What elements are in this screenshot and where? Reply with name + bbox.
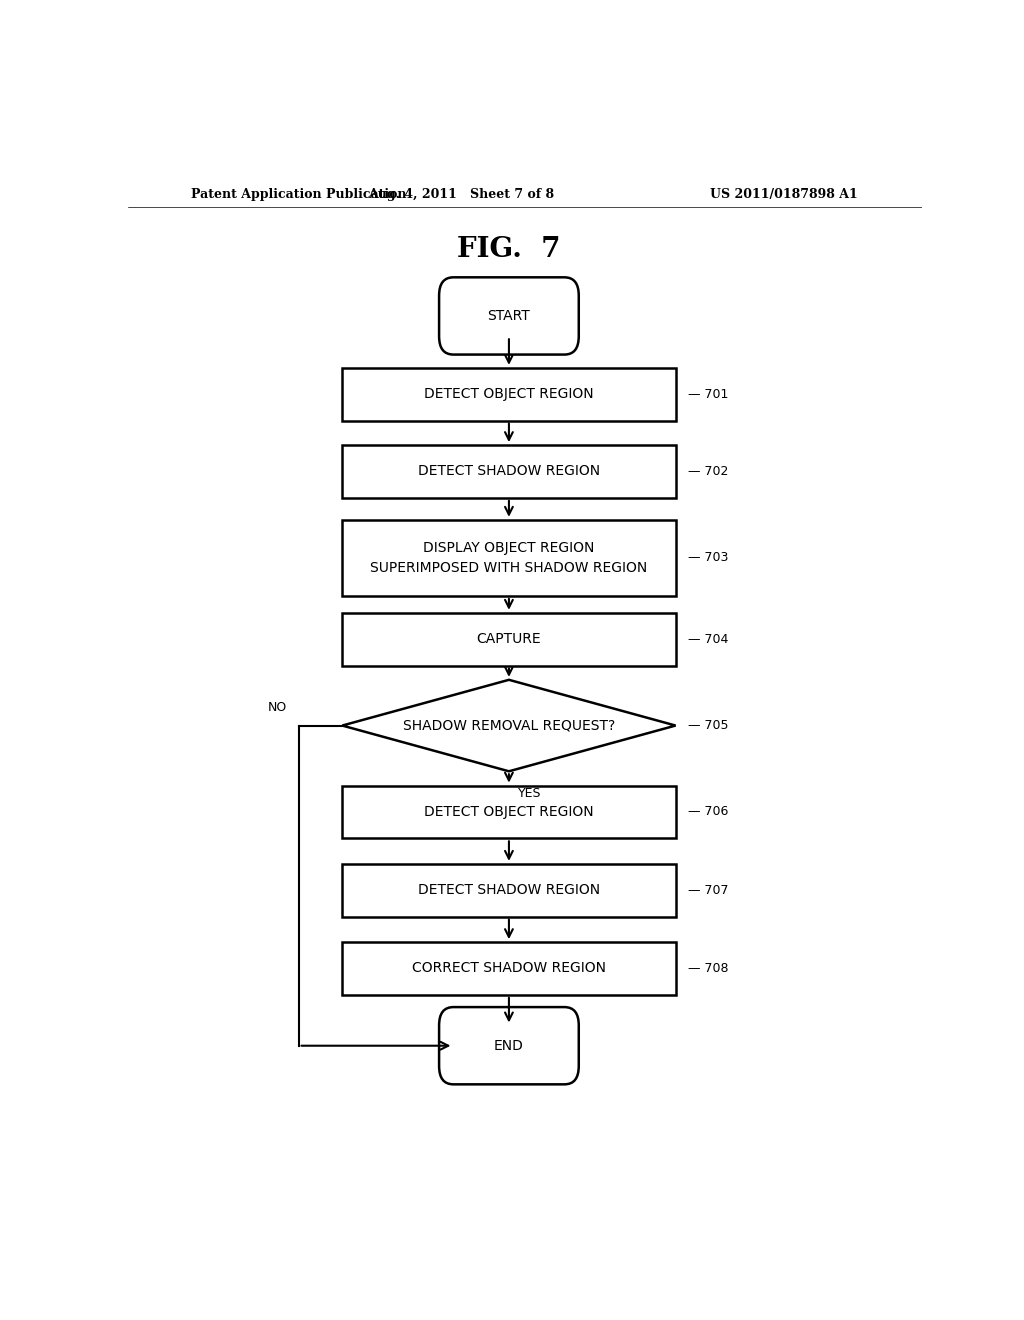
Text: — 707: — 707 [688,883,729,896]
FancyBboxPatch shape [342,942,676,995]
FancyBboxPatch shape [342,612,676,665]
Text: Aug. 4, 2011   Sheet 7 of 8: Aug. 4, 2011 Sheet 7 of 8 [369,189,554,202]
FancyBboxPatch shape [342,368,676,421]
Text: — 704: — 704 [688,632,729,645]
Text: — 701: — 701 [688,388,729,401]
Text: NO: NO [267,701,287,714]
Text: CORRECT SHADOW REGION: CORRECT SHADOW REGION [412,961,606,975]
FancyBboxPatch shape [342,863,676,916]
Text: END: END [494,1039,524,1053]
Text: DETECT OBJECT REGION: DETECT OBJECT REGION [424,387,594,401]
Text: Patent Application Publication: Patent Application Publication [191,189,407,202]
FancyBboxPatch shape [439,1007,579,1084]
FancyBboxPatch shape [342,445,676,498]
Text: FIG.  7: FIG. 7 [457,236,561,264]
Text: — 708: — 708 [688,962,729,975]
Text: — 705: — 705 [688,719,729,733]
FancyBboxPatch shape [439,277,579,355]
Polygon shape [342,680,676,771]
Text: — 706: — 706 [688,805,729,818]
Text: CAPTURE: CAPTURE [476,632,542,647]
Text: DETECT SHADOW REGION: DETECT SHADOW REGION [418,465,600,478]
Text: DETECT SHADOW REGION: DETECT SHADOW REGION [418,883,600,898]
Text: DETECT OBJECT REGION: DETECT OBJECT REGION [424,805,594,818]
Text: YES: YES [518,787,542,800]
Text: START: START [487,309,530,323]
Text: DISPLAY OBJECT REGION
SUPERIMPOSED WITH SHADOW REGION: DISPLAY OBJECT REGION SUPERIMPOSED WITH … [371,541,647,574]
Text: SHADOW REMOVAL REQUEST?: SHADOW REMOVAL REQUEST? [402,718,615,733]
Text: — 702: — 702 [688,465,729,478]
Text: US 2011/0187898 A1: US 2011/0187898 A1 [711,189,858,202]
Text: — 703: — 703 [688,552,729,565]
FancyBboxPatch shape [342,785,676,838]
FancyBboxPatch shape [342,520,676,595]
